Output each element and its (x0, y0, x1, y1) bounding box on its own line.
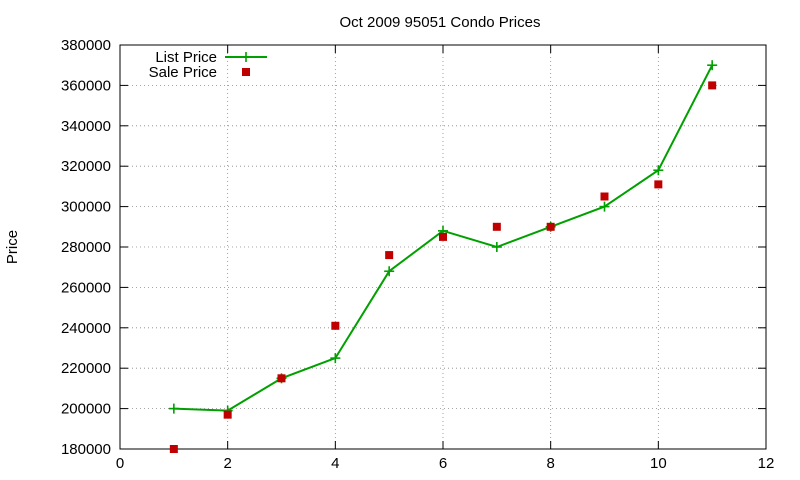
y-tick-label: 180000 (61, 441, 111, 458)
data-point (168, 403, 179, 414)
data-point (330, 353, 341, 364)
y-tick-label: 260000 (61, 279, 111, 296)
data-point (331, 321, 340, 330)
legend-label: Sale Price (149, 64, 217, 81)
x-tick-label: 6 (439, 455, 447, 472)
y-axis-label: Price (4, 230, 21, 264)
x-tick-label: 10 (650, 455, 667, 472)
plot-area (168, 60, 718, 453)
y-tick-label: 200000 (61, 401, 111, 418)
x-tick-label: 4 (331, 455, 339, 472)
y-tick-label: 320000 (61, 158, 111, 175)
data-point (169, 445, 178, 453)
y-tick-label: 220000 (61, 360, 111, 377)
y-tick-label: 340000 (61, 118, 111, 135)
data-point (241, 52, 251, 62)
legend-marker (242, 68, 250, 76)
axes: 0 2 4 6 8 10 12 180000 200000 220000 240000 260000 2… (61, 37, 774, 472)
x-tick-label: 12 (758, 455, 775, 472)
data-point (600, 192, 609, 201)
y-tick-label: 360000 (61, 77, 111, 94)
data-point (492, 222, 501, 231)
data-point (653, 165, 664, 176)
grid (120, 45, 766, 449)
data-point (491, 242, 502, 252)
data-point (654, 180, 663, 189)
y-tick-label: 300000 (61, 199, 111, 216)
y-tick-label: 380000 (61, 37, 111, 54)
data-point (599, 201, 610, 212)
data-point (223, 410, 232, 419)
data-point (546, 222, 555, 231)
data-point (277, 374, 286, 383)
x-tick-label: 2 (223, 455, 231, 472)
data-point (385, 251, 394, 260)
x-tick-label: 0 (116, 455, 124, 472)
data-point (708, 81, 717, 90)
series-sale-price (169, 81, 717, 453)
data-point (707, 60, 718, 71)
legend-label: List Price (155, 49, 217, 66)
chart-title: Oct 2009 95051 Condo Prices (340, 14, 541, 31)
y-tick-label: 280000 (61, 239, 111, 256)
y-tick-label: 240000 (61, 320, 111, 337)
data-point (439, 232, 447, 241)
data-point (384, 266, 395, 277)
x-tick-label: 8 (546, 455, 554, 472)
